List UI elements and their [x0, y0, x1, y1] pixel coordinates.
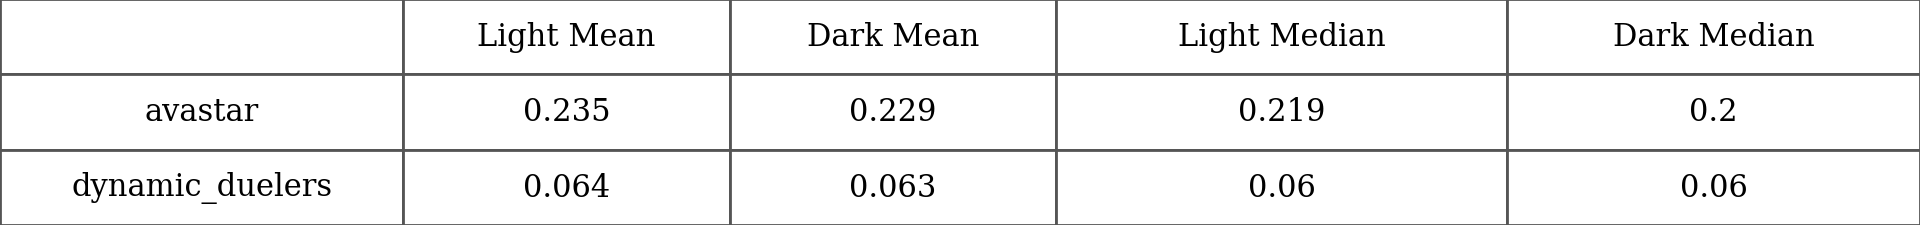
- Text: dynamic_duelers: dynamic_duelers: [71, 172, 332, 203]
- Text: 0.06: 0.06: [1680, 172, 1747, 203]
- Bar: [730, 0, 1056, 75]
- Text: Light Median: Light Median: [1177, 22, 1386, 53]
- Text: avastar: avastar: [144, 97, 259, 128]
- Bar: [1056, 75, 1507, 150]
- Bar: [730, 75, 1056, 150]
- Text: 0.06: 0.06: [1248, 172, 1315, 203]
- Text: 0.063: 0.063: [849, 172, 937, 203]
- Bar: [1507, 150, 1920, 225]
- Text: 0.235: 0.235: [522, 97, 611, 128]
- Bar: [1507, 75, 1920, 150]
- Text: Light Mean: Light Mean: [478, 22, 655, 53]
- Bar: [0, 150, 403, 225]
- Bar: [403, 150, 730, 225]
- Text: 0.229: 0.229: [849, 97, 937, 128]
- Text: 0.219: 0.219: [1238, 97, 1325, 128]
- Bar: [1056, 0, 1507, 75]
- Bar: [1507, 0, 1920, 75]
- Bar: [0, 0, 403, 75]
- Bar: [403, 75, 730, 150]
- Bar: [0, 75, 403, 150]
- Text: 0.064: 0.064: [522, 172, 611, 203]
- Bar: [1056, 150, 1507, 225]
- Text: Dark Median: Dark Median: [1613, 22, 1814, 53]
- Text: Dark Mean: Dark Mean: [806, 22, 979, 53]
- Text: 0.2: 0.2: [1690, 97, 1738, 128]
- Bar: [403, 0, 730, 75]
- Bar: [730, 150, 1056, 225]
